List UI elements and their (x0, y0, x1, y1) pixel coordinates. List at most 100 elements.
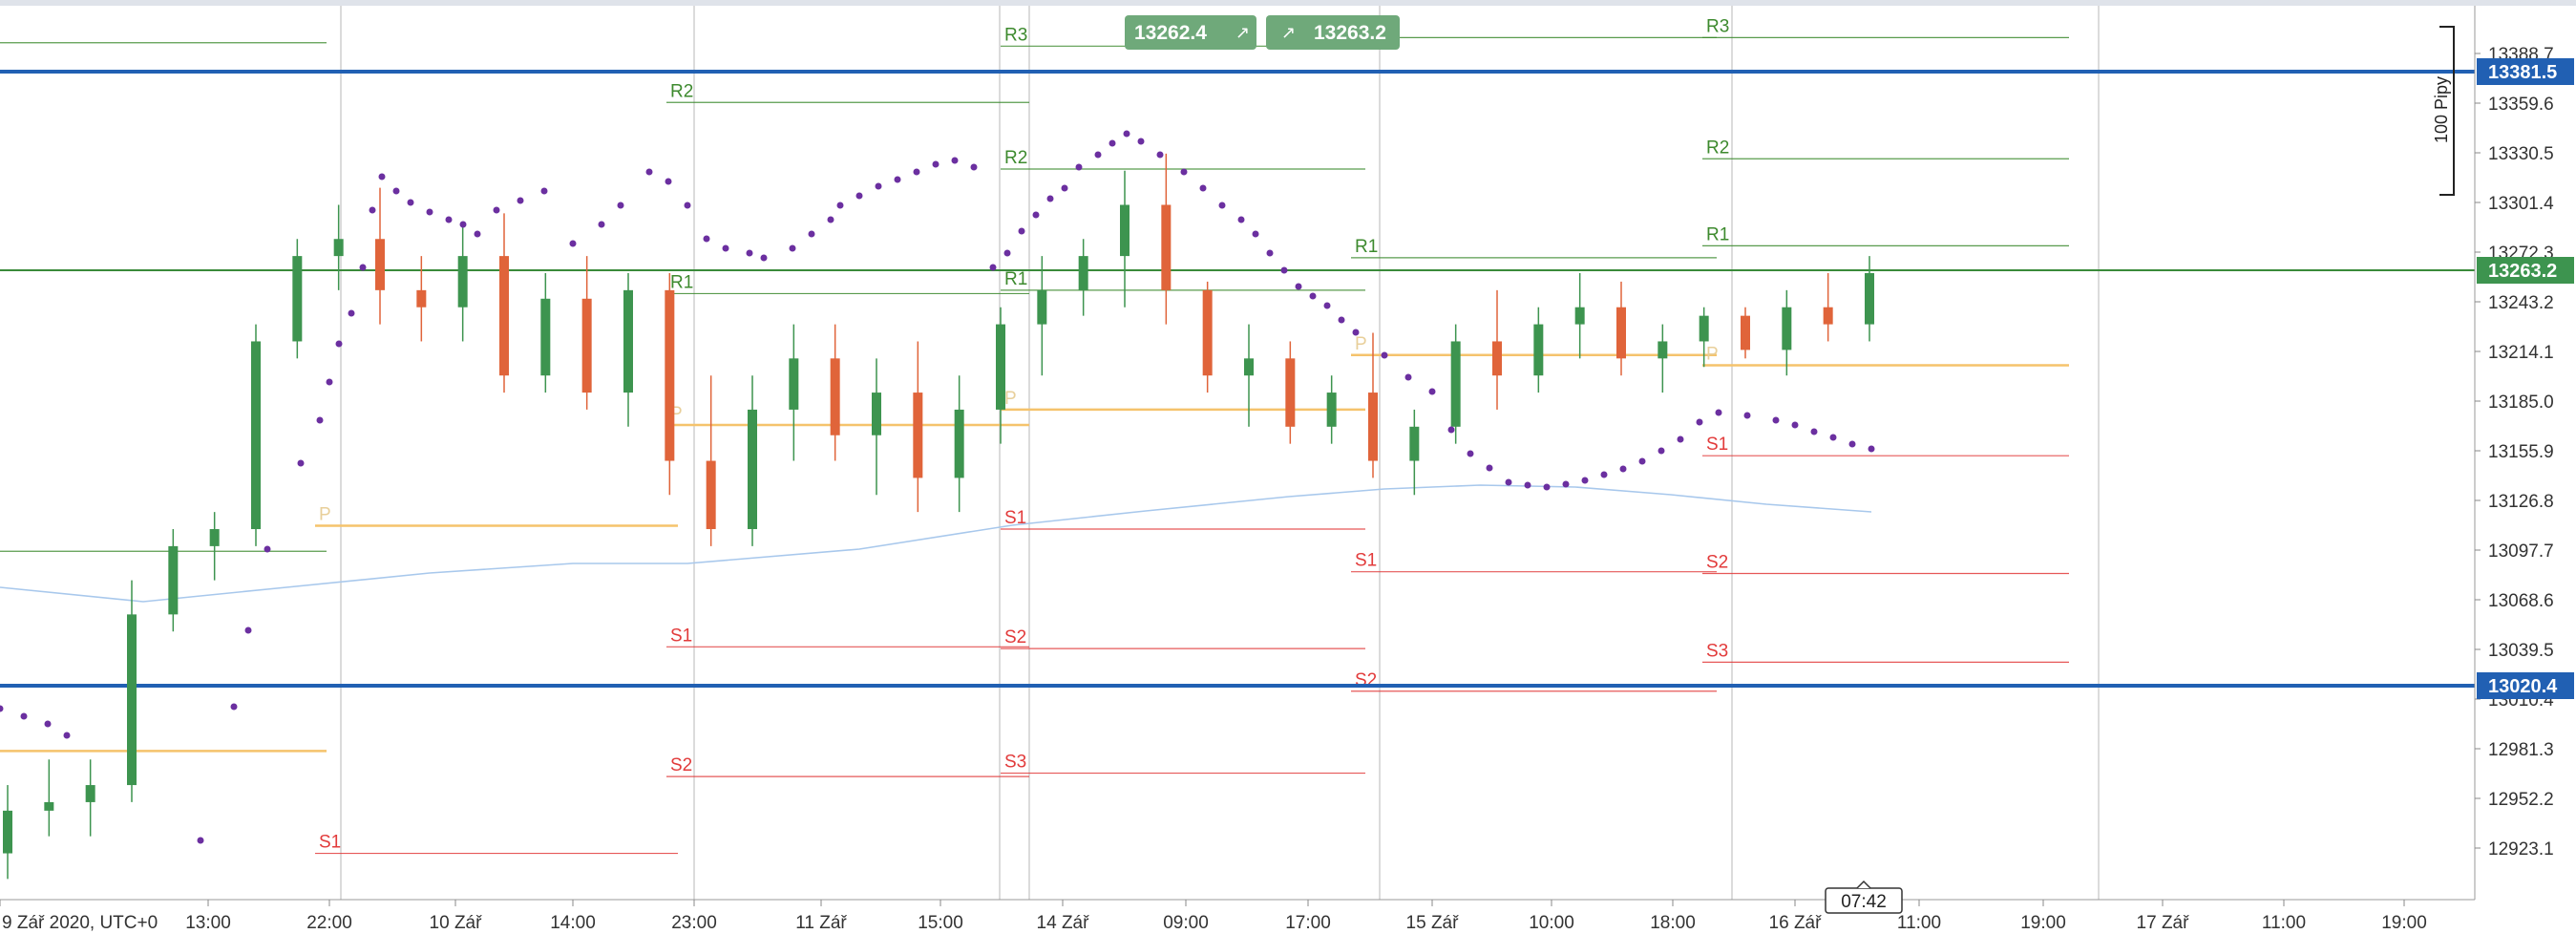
sar-dot-82 (1619, 465, 1627, 473)
sar-dot-50 (1046, 195, 1054, 202)
candle-body-43 (1782, 307, 1792, 350)
candle-body-21 (872, 393, 881, 435)
pivot-label-r1: R1 (1355, 237, 1378, 257)
sar-dot-23 (517, 197, 524, 204)
sar-dot-4 (197, 837, 204, 844)
sell-button[interactable]: 13262.4 (1134, 22, 1207, 44)
time-tick-label-10: 17:00 (1285, 913, 1331, 933)
candle-body-1 (44, 801, 54, 811)
pivot-label-r1: R1 (1706, 224, 1729, 244)
sar-dot-87 (1715, 409, 1722, 416)
pivot-label-r2: R2 (1004, 148, 1027, 168)
candle-body-18 (748, 409, 757, 530)
sar-dot-94 (1868, 445, 1875, 453)
sar-dot-13 (359, 264, 367, 271)
sar-dot-5 (230, 703, 238, 711)
sar-dot-55 (1123, 130, 1130, 138)
price-tick-label-14: 12981.3 (2488, 740, 2554, 760)
sar-dot-91 (1810, 428, 1818, 435)
sar-dot-12 (348, 309, 355, 317)
sar-dot-40 (875, 182, 882, 190)
sar-dot-70 (1381, 351, 1388, 359)
sar-dot-15 (378, 173, 386, 180)
sar-dot-6 (244, 626, 252, 634)
candle-body-15 (623, 289, 633, 393)
sar-dot-9 (316, 416, 324, 424)
candle-body-25 (1037, 289, 1047, 325)
time-tick-label-3: 10 Zář (430, 913, 483, 933)
candle-body-33 (1368, 393, 1378, 461)
time-tick-label-7: 15:00 (918, 913, 963, 933)
candle-body-26 (1078, 256, 1088, 290)
candle-body-11 (457, 256, 468, 308)
price-tick-label-9: 13126.8 (2488, 492, 2554, 512)
sar-dot-28 (645, 168, 653, 176)
buy-button[interactable]: 13263.2 (1314, 22, 1386, 44)
sar-dot-24 (540, 187, 548, 195)
sar-dot-41 (894, 176, 901, 183)
sar-dot-42 (913, 168, 920, 176)
candle-body-2 (85, 785, 95, 802)
sar-dot-64 (1280, 266, 1288, 274)
time-tick-label-6: 11 Zář (795, 913, 847, 933)
lower-price-badge-bg (2477, 672, 2574, 699)
sar-dot-17 (407, 199, 414, 206)
time-tick-label-2: 22:00 (306, 913, 352, 933)
range-label: 100 Pipy (2432, 76, 2451, 143)
pivot-levels: PS1R2R1PS1S2R3R2R1PS1S2S3R2R1PS1S2R3R2R1… (0, 16, 2069, 855)
candle-body-40 (1658, 341, 1668, 359)
sell-button-bg[interactable] (1125, 15, 1256, 50)
buy-button-bg[interactable] (1266, 15, 1400, 50)
candle-body-30 (1244, 358, 1254, 376)
sar-dot-48 (1018, 227, 1025, 235)
candle-body-14 (581, 298, 592, 393)
pivot-label-p: P (319, 504, 331, 524)
time-tick-label-15: 11:00 (1897, 913, 1941, 933)
sar-dot-29 (665, 178, 672, 185)
sar-dot-90 (1791, 421, 1799, 429)
pivot-label-r2: R2 (1706, 138, 1729, 158)
price-tick-label-8: 13155.9 (2488, 442, 2554, 462)
candle-body-31 (1285, 358, 1296, 427)
sar-dot-49 (1032, 211, 1040, 219)
sar-dot-59 (1199, 184, 1207, 192)
pivot-label-r1: R1 (670, 272, 693, 292)
sar-dot-11 (335, 340, 343, 348)
candle-body-17 (706, 460, 716, 530)
candle-body-7 (292, 256, 303, 342)
sar-dot-3 (63, 732, 71, 739)
sar-dot-8 (297, 459, 305, 467)
sar-dot-52 (1075, 163, 1083, 171)
time-tick-label-18: 11:00 (2262, 913, 2306, 933)
sar-dot-31 (703, 235, 710, 243)
pivot-label-p: P (1004, 389, 1017, 409)
time-tick-label-5: 23:00 (671, 913, 717, 933)
sar-dot-43 (932, 160, 940, 168)
candle-body-35 (1450, 341, 1461, 427)
sar-dot-71 (1404, 373, 1412, 381)
price-tick-label-6: 13214.1 (2488, 343, 2554, 363)
price-tick-label-5: 13243.2 (2488, 293, 2554, 313)
buy-button-arrow-icon: ↗ (1281, 23, 1296, 43)
vertical-gridlines (340, 6, 2100, 900)
sar-dot-78 (1543, 483, 1551, 491)
horizontal-price-lines (0, 70, 2475, 688)
sar-dot-44 (951, 157, 959, 164)
sar-dot-83 (1638, 457, 1646, 465)
sar-dot-37 (827, 216, 834, 223)
sar-dot-16 (392, 187, 400, 195)
sar-dot-81 (1600, 471, 1608, 478)
candle-body-3 (127, 614, 137, 786)
time-tick-label-8: 14 Zář (1037, 913, 1090, 933)
sar-dot-34 (760, 254, 768, 262)
candle-body-37 (1533, 324, 1544, 376)
price-axis: 13388.713359.613330.513301.413272.313243… (2474, 6, 2574, 900)
sar-dot-21 (474, 230, 481, 238)
sar-dot-19 (445, 216, 453, 223)
top-border (0, 0, 2576, 6)
sar-dot-18 (426, 208, 433, 216)
time-tick-label-16: 19:00 (2020, 913, 2066, 933)
upper-price-badge-bg (2477, 58, 2574, 85)
